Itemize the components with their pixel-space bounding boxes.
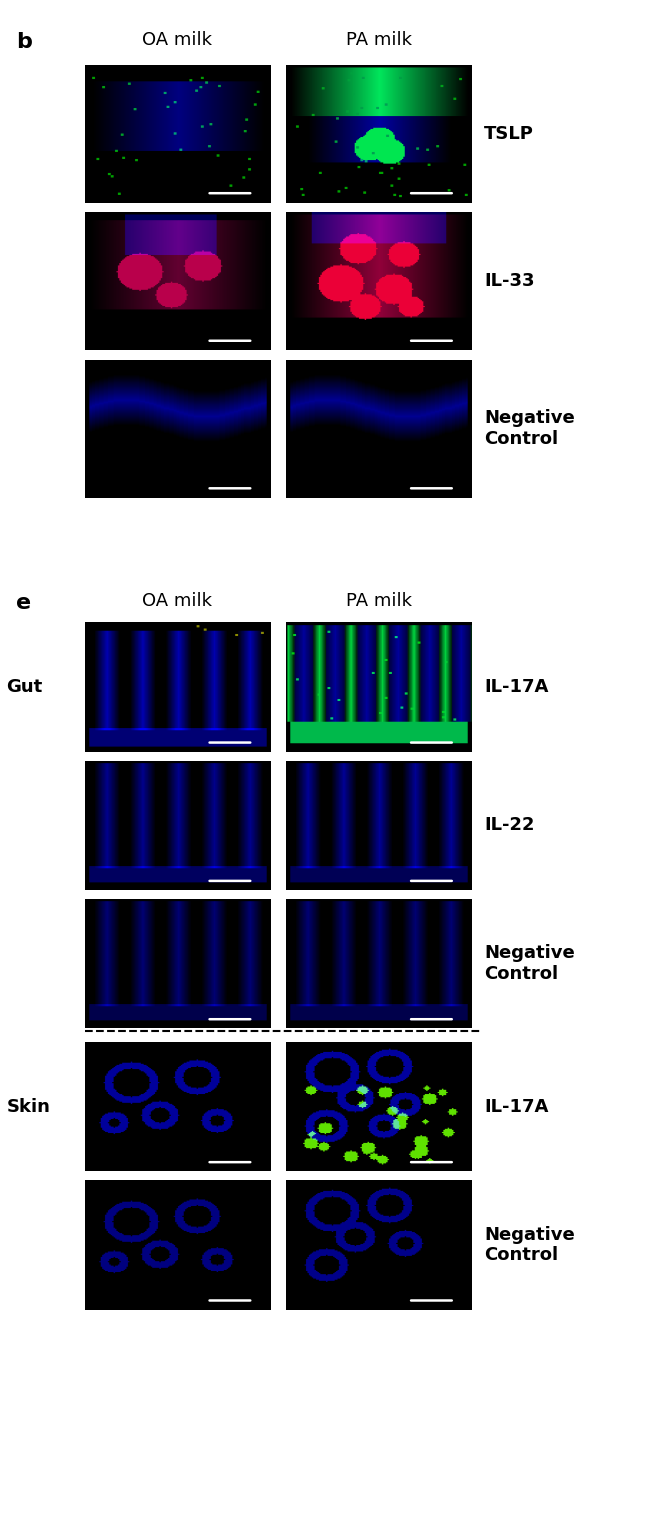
Text: TSLP: TSLP xyxy=(484,124,534,143)
Text: IL-17A: IL-17A xyxy=(484,1097,549,1116)
Text: Negative
Control: Negative Control xyxy=(484,1225,575,1265)
Text: OA milk: OA milk xyxy=(142,31,212,49)
Text: PA milk: PA milk xyxy=(346,592,411,610)
Text: Skin: Skin xyxy=(6,1097,51,1116)
Text: OA milk: OA milk xyxy=(142,592,212,610)
Text: e: e xyxy=(16,593,31,613)
Text: Negative
Control: Negative Control xyxy=(484,409,575,449)
Text: IL-17A: IL-17A xyxy=(484,678,549,696)
Text: IL-22: IL-22 xyxy=(484,816,535,835)
Text: Negative
Control: Negative Control xyxy=(484,944,575,984)
Text: IL-33: IL-33 xyxy=(484,272,535,290)
Text: Gut: Gut xyxy=(6,678,43,696)
Text: b: b xyxy=(16,32,32,52)
Text: PA milk: PA milk xyxy=(346,31,411,49)
